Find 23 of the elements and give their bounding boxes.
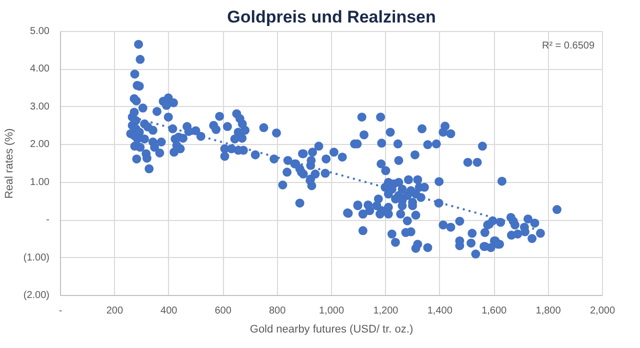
y-tick-label: (1.00): [23, 252, 50, 264]
x-tick-label: 200: [106, 306, 124, 316]
x-tick-label: 1,800: [536, 306, 562, 316]
x-tick-label: -: [58, 306, 62, 316]
x-tick-label: 400: [160, 306, 178, 316]
x-tick-label: 1,200: [373, 306, 399, 316]
chart-title: Goldpreis und Realzinsen: [227, 8, 436, 26]
x-tick-label: 1,000: [318, 306, 344, 316]
annotation: R² = 0.6509: [542, 40, 595, 52]
y-tick-label: -: [46, 214, 50, 226]
x-tick-label: 600: [214, 306, 232, 316]
y-tick-label: 1.00: [30, 176, 50, 188]
y-tick-label: 2.00: [30, 139, 50, 150]
x-axis-title: Gold nearby futures (USD/ tr. oz.): [250, 324, 414, 336]
x-tick-label: 800: [268, 306, 286, 316]
y-tick-label: 4.00: [30, 64, 50, 75]
y-tick-label: 5.00: [30, 26, 50, 37]
y-axis-title: Real rates (%): [3, 128, 16, 199]
x-tick-label: 1,600: [482, 306, 508, 316]
x-tick-label: 1,400: [427, 306, 453, 316]
x-tick-label: 2,000: [590, 306, 616, 316]
y-tick-label: (2.00): [23, 290, 50, 301]
y-tick-label: 3.00: [30, 101, 50, 112]
